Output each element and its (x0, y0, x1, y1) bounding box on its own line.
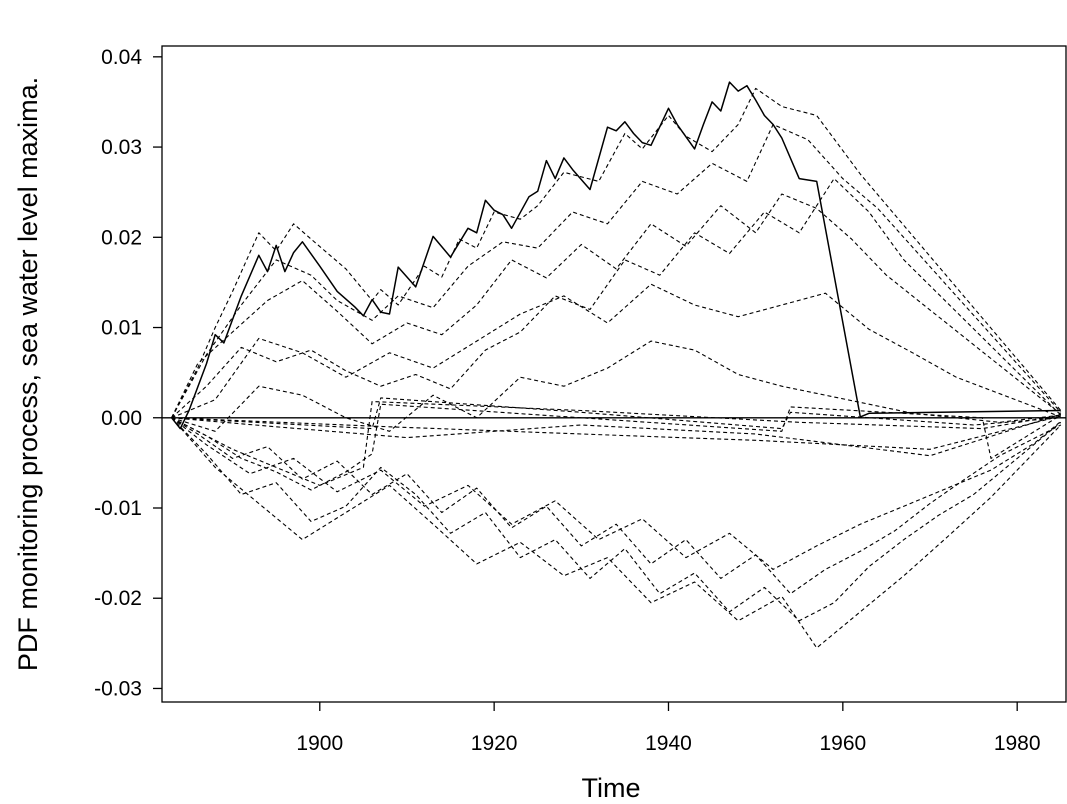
x-tick-label: 1980 (994, 732, 1041, 755)
series-line-4 (171, 178, 1062, 419)
series-line-observed (171, 81, 1061, 430)
y-axis-title: PDF monitoring process, sea water level … (13, 77, 43, 671)
y-tick-label: 0.00 (101, 407, 142, 430)
x-axis-title: Time (582, 773, 641, 803)
x-tick-label: 1920 (471, 732, 518, 755)
y-tick-label: -0.02 (94, 587, 142, 610)
y-tick-label: 0.04 (101, 46, 142, 69)
y-axis: -0.03 -0.02 -0.01 0.00 0.01 0.02 0.03 0.04 (94, 46, 162, 700)
series-line-13 (171, 415, 1061, 450)
y-tick-label: 0.01 (101, 317, 142, 340)
series-line-3 (171, 193, 1062, 419)
y-tick-label: -0.01 (94, 497, 142, 520)
series-line-11 (171, 403, 1062, 491)
series-line-12 (171, 400, 1061, 486)
series-line-2 (171, 123, 1062, 419)
series-layer (171, 81, 1062, 649)
y-tick-label: 0.03 (101, 136, 142, 159)
y-tick-label: 0.02 (101, 226, 142, 249)
series-line-7 (171, 417, 1062, 622)
series-line-8 (171, 417, 1062, 649)
series-line-5 (171, 283, 1061, 419)
x-tick-label: 1940 (645, 732, 692, 755)
plot-frame (161, 45, 1067, 703)
x-axis: 1900 1920 1940 1960 1980 (296, 702, 1041, 755)
x-tick-label: 1960 (819, 732, 866, 755)
x-tick-label: 1900 (296, 732, 343, 755)
series-line-10 (171, 417, 1062, 595)
series-line-14 (171, 397, 1061, 430)
y-tick-label: -0.03 (94, 677, 142, 700)
series-line-6 (171, 340, 1061, 432)
